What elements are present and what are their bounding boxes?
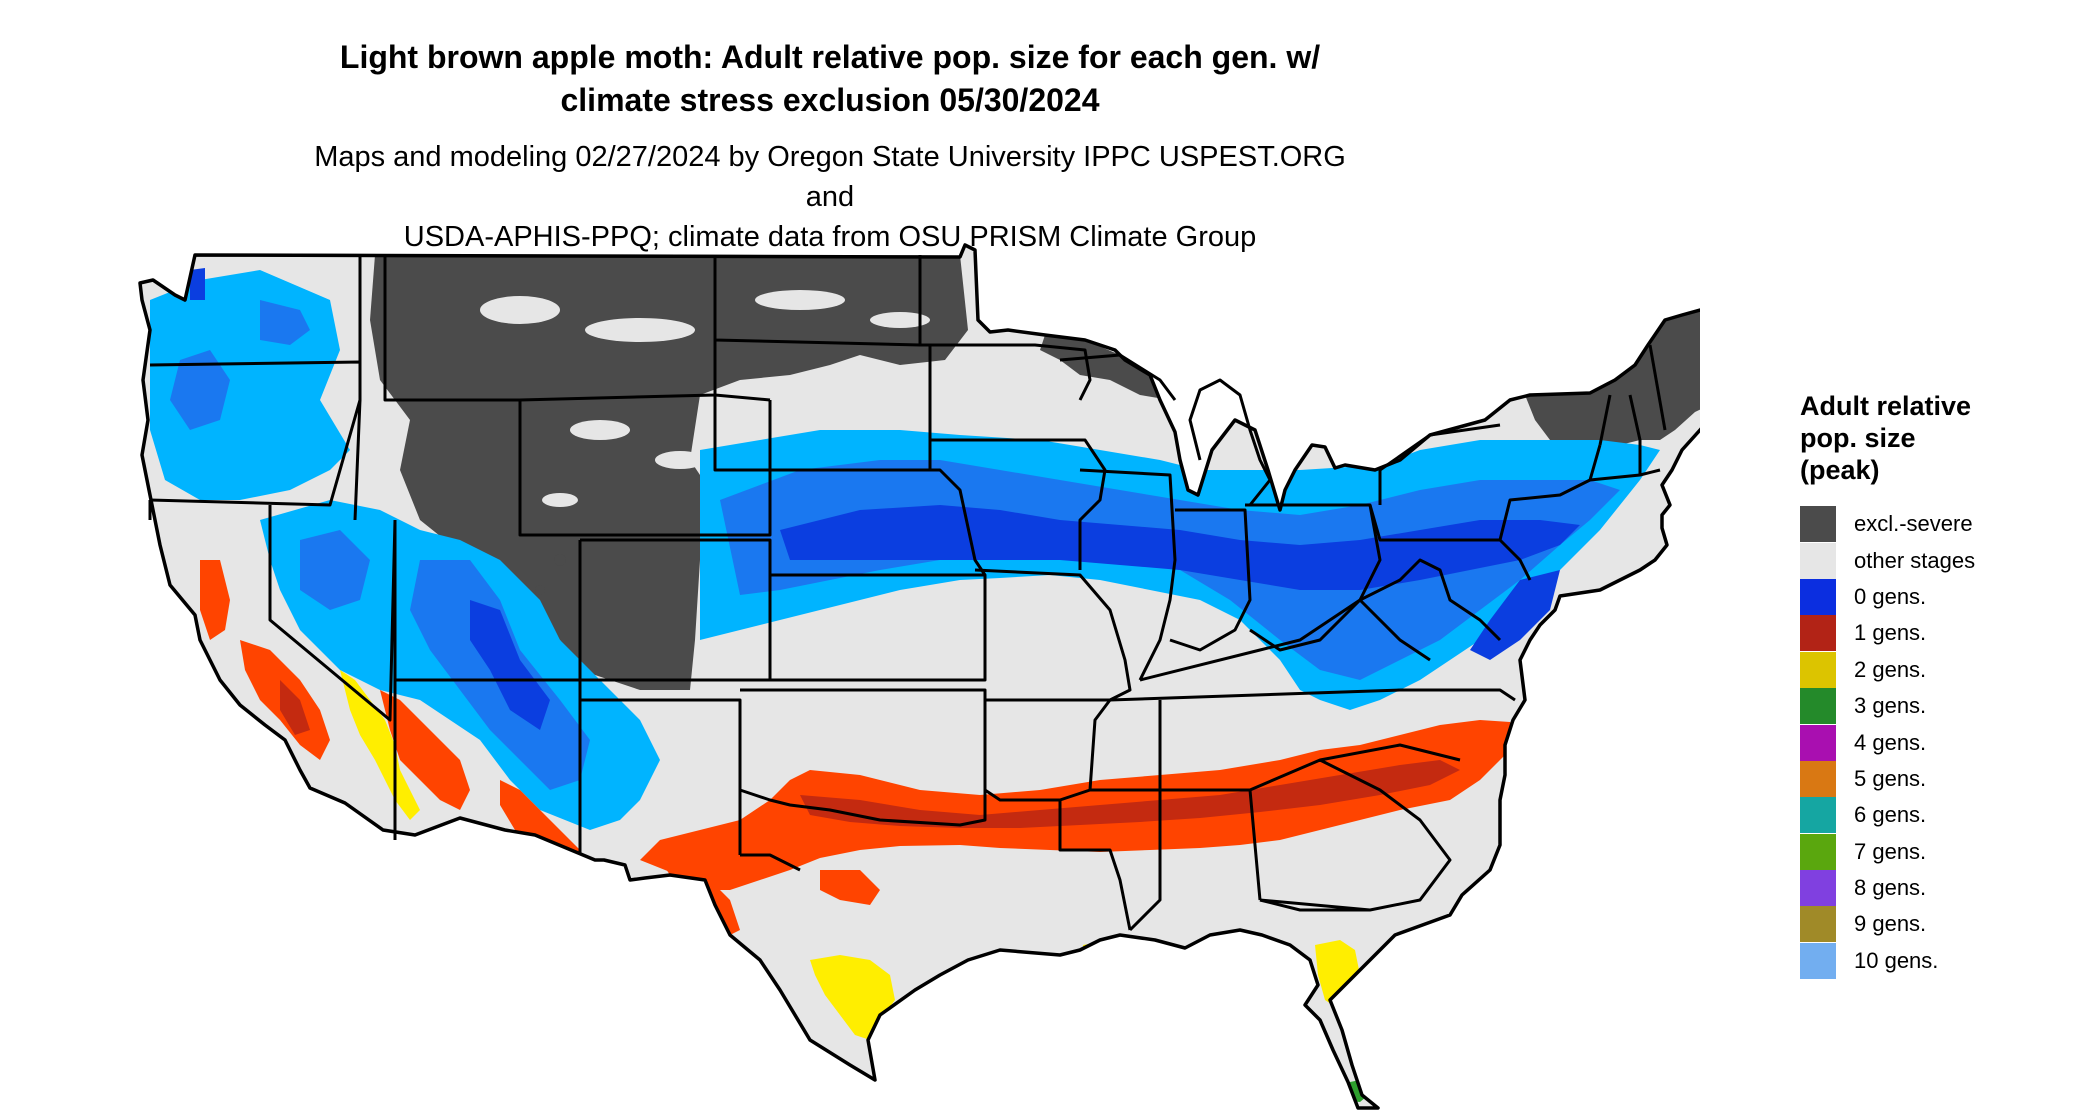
legend-label: 4 gens.	[1854, 729, 1927, 755]
legend-item: 4 gens.	[1800, 724, 2070, 761]
legend-item: 8 gens.	[1800, 870, 2070, 907]
legend-label: 9 gens.	[1854, 911, 1927, 937]
map-subtitle-line-2: USDA-APHIS-PPQ; climate data from OSU PR…	[403, 221, 1257, 253]
legend-label: 5 gens.	[1854, 765, 1927, 791]
legend-title-line-2: pop. size	[1800, 423, 1916, 453]
legend-item: excl.-severe	[1800, 506, 2070, 543]
legend: Adult relative pop. size (peak) excl.-se…	[1800, 390, 2070, 979]
legend-item: 3 gens.	[1800, 688, 2070, 725]
us-outline	[138, 243, 1700, 1110]
legend-swatch	[1800, 506, 1836, 543]
legend-label: 2 gens.	[1854, 656, 1927, 682]
legend-swatch	[1800, 870, 1836, 907]
one-gen-dark-layer	[280, 680, 1460, 828]
legend-swatch	[1800, 615, 1836, 652]
legend-swatch	[1800, 578, 1836, 615]
legend-title-line-3: (peak)	[1800, 455, 1880, 485]
legend-swatch	[1800, 833, 1836, 870]
legend-label: 3 gens.	[1854, 693, 1927, 719]
legend-item: 6 gens.	[1800, 797, 2070, 834]
legend-title-line-1: Adult relative	[1800, 391, 1972, 421]
zero-gen-dark-layer	[190, 268, 1580, 730]
legend-swatch	[1800, 724, 1836, 761]
legend-item: 2 gens.	[1800, 651, 2070, 688]
legend-label: other stages	[1854, 547, 1976, 573]
legend-items: excl.-severe other stages 0 gens. 1 gens. 2 …	[1800, 506, 2070, 979]
legend-item: 10 gens.	[1800, 942, 2070, 979]
legend-swatch	[1800, 688, 1836, 725]
legend-swatch	[1800, 542, 1836, 579]
legend-title: Adult relative pop. size (peak)	[1800, 390, 2070, 486]
map-title-line-2: climate stress exclusion 05/30/2024	[560, 82, 1100, 118]
map-title: Light brown apple moth: Adult relative p…	[300, 36, 1360, 122]
legend-item: 1 gens.	[1800, 615, 2070, 652]
map-subtitle: Maps and modeling 02/27/2024 by Oregon S…	[300, 137, 1360, 257]
us-map	[138, 243, 1700, 1110]
legend-item: 5 gens.	[1800, 760, 2070, 797]
legend-swatch	[1800, 942, 1836, 979]
legend-item: other stages	[1800, 542, 2070, 579]
legend-label: 6 gens.	[1854, 802, 1927, 828]
two-gen-layer	[340, 670, 1360, 1040]
legend-swatch	[1800, 797, 1836, 834]
legend-label: 1 gens.	[1854, 620, 1927, 646]
legend-swatch	[1800, 906, 1836, 943]
legend-swatch	[1800, 760, 1836, 797]
state-borders	[148, 253, 1667, 932]
legend-swatch	[1800, 651, 1836, 688]
legend-item: 0 gens.	[1800, 578, 2070, 615]
legend-label: excl.-severe	[1854, 511, 1973, 537]
grey-holes-layer	[480, 290, 930, 507]
map-title-line-1: Light brown apple moth: Adult relative p…	[339, 39, 1321, 75]
legend-label: 8 gens.	[1854, 875, 1927, 901]
legend-label: 7 gens.	[1854, 838, 1927, 864]
legend-label: 10 gens.	[1854, 947, 1939, 973]
legend-item: 9 gens.	[1800, 906, 2070, 943]
legend-label: 0 gens.	[1854, 583, 1927, 609]
map-subtitle-line-1: Maps and modeling 02/27/2024 by Oregon S…	[314, 141, 1346, 213]
legend-item: 7 gens.	[1800, 833, 2070, 870]
